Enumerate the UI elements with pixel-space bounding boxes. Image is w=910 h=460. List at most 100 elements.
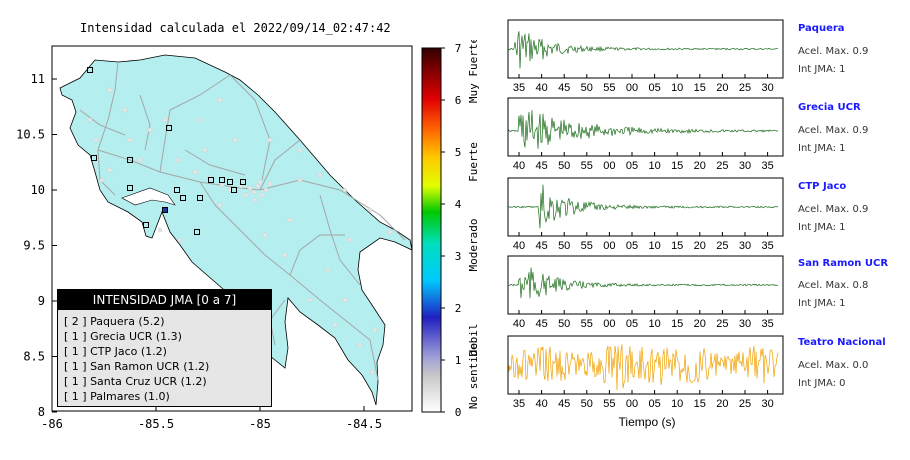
time-tick-label: 40 bbox=[513, 160, 525, 172]
colorbar-tick-label: 3 bbox=[455, 250, 462, 263]
time-tick-label: 35 bbox=[513, 398, 525, 410]
time-tick-label: 50 bbox=[558, 318, 570, 330]
latitude-tick-label: 10.5 bbox=[16, 128, 45, 142]
waveform-station-name: Paquera bbox=[798, 23, 845, 34]
time-tick-label: 45 bbox=[558, 398, 570, 410]
legend-row: [ 1 ] San Ramon UCR (1.2) bbox=[64, 360, 210, 373]
station-marker bbox=[91, 155, 97, 161]
time-tick-label: 55 bbox=[603, 82, 615, 94]
time-tick-label: 10 bbox=[648, 318, 660, 330]
station-marker bbox=[87, 67, 93, 73]
time-tick-label: 40 bbox=[513, 318, 525, 330]
waveform-jma: Int JMA: 1 bbox=[798, 222, 846, 233]
time-tick-label: 15 bbox=[671, 318, 683, 330]
latitude-tick-label: 10 bbox=[31, 183, 45, 197]
time-tick-label: 05 bbox=[626, 318, 638, 330]
time-tick-label: 05 bbox=[626, 240, 638, 252]
station-marker bbox=[127, 157, 133, 163]
station-marker bbox=[194, 229, 200, 235]
time-tick-label: 10 bbox=[648, 160, 660, 172]
station-marker bbox=[174, 187, 180, 193]
time-tick-label: 50 bbox=[581, 82, 593, 94]
station-marker bbox=[162, 207, 168, 213]
station-marker bbox=[180, 195, 186, 201]
time-tick-label: 35 bbox=[513, 82, 525, 94]
time-tick-label: 20 bbox=[716, 398, 728, 410]
station-markers bbox=[87, 67, 246, 235]
time-tick-label: 15 bbox=[671, 160, 683, 172]
waveform-station-name: San Ramon UCR bbox=[798, 258, 889, 269]
time-tick-label: 00 bbox=[603, 318, 615, 330]
latitude-tick-label: 11 bbox=[31, 72, 45, 86]
waveform-station-name: Teatro Nacional bbox=[798, 337, 886, 348]
colorbar-tick-label: 4 bbox=[455, 198, 462, 211]
latitude-tick-label: 9 bbox=[38, 294, 45, 308]
longitude-tick-label: -85 bbox=[249, 417, 271, 431]
waveform-accel: Acel. Max. 0.9 bbox=[798, 125, 869, 136]
waveform-station-name: Grecia UCR bbox=[798, 102, 861, 113]
time-tick-label: 55 bbox=[603, 398, 615, 410]
time-tick-label: 25 bbox=[716, 318, 728, 330]
longitude-ticks: -86-85.5-85-84.5-84-83.5-83 bbox=[41, 406, 382, 431]
waveform-station-name: CTP Jaco bbox=[798, 181, 847, 192]
colorbar-tick-label: 0 bbox=[455, 406, 462, 419]
time-tick-label: 45 bbox=[535, 240, 547, 252]
time-tick-label: 00 bbox=[626, 398, 638, 410]
time-tick-label: 40 bbox=[535, 82, 547, 94]
time-tick-label: 15 bbox=[671, 240, 683, 252]
time-tick-label: 50 bbox=[558, 160, 570, 172]
time-tick-label: 30 bbox=[761, 398, 773, 410]
waveform-trace bbox=[508, 110, 779, 149]
station-marker bbox=[219, 177, 225, 183]
station-marker bbox=[227, 179, 233, 185]
time-tick-label: 10 bbox=[671, 82, 683, 94]
time-tick-label: 05 bbox=[648, 398, 660, 410]
waveform-jma: Int JMA: 1 bbox=[798, 64, 846, 75]
legend-row: [ 1 ] Palmares (1.0) bbox=[64, 390, 170, 403]
waveform-accel: Acel. Max. 0.9 bbox=[798, 46, 869, 57]
time-tick-label: 15 bbox=[694, 82, 706, 94]
intensity-class-label: Muy Fuerte bbox=[467, 40, 480, 103]
longitude-tick-label: -84.5 bbox=[346, 417, 382, 431]
city-points bbox=[87, 87, 393, 375]
waveform-accel: Acel. Max. 0.9 bbox=[798, 204, 869, 215]
time-tick-label: 30 bbox=[739, 240, 751, 252]
road-network bbox=[79, 61, 406, 381]
time-tick-label: 10 bbox=[648, 240, 660, 252]
colorbar-tick-label: 7 bbox=[455, 42, 462, 55]
time-tick-label: 35 bbox=[761, 240, 773, 252]
colorbar-ticks: 7 6 5 4 3 2 1 0 bbox=[441, 42, 462, 419]
time-tick-label: 50 bbox=[558, 240, 570, 252]
time-tick-label: 20 bbox=[716, 82, 728, 94]
time-tick-label: 55 bbox=[581, 160, 593, 172]
time-tick-label: 00 bbox=[603, 240, 615, 252]
time-tick-label: 05 bbox=[648, 82, 660, 94]
time-tick-label: 50 bbox=[581, 398, 593, 410]
legend-row: [ 1 ] CTP Jaco (1.2) bbox=[64, 345, 167, 358]
time-tick-label: 45 bbox=[535, 160, 547, 172]
latitude-tick-label: 9.5 bbox=[23, 239, 45, 253]
waveform-jma: Int JMA: 1 bbox=[798, 143, 846, 154]
costa-rica-landmass bbox=[59, 54, 413, 406]
colorbar-tick-label: 5 bbox=[455, 146, 462, 159]
intensity-class-label: Fuerte bbox=[467, 142, 480, 182]
time-tick-label: 35 bbox=[761, 160, 773, 172]
station-marker bbox=[166, 125, 172, 131]
time-tick-label: 20 bbox=[694, 318, 706, 330]
map-title: Intensidad calculada el 2022/09/14_02:47… bbox=[80, 21, 391, 35]
station-marker bbox=[231, 187, 237, 193]
intensity-class-label: Debil bbox=[467, 323, 480, 356]
time-tick-label: 30 bbox=[739, 318, 751, 330]
longitude-tick-label: -86 bbox=[41, 417, 63, 431]
intensity-legend: INTENSIDAD JMA [0 a 7] [ 2 ] Paquera (5.… bbox=[57, 289, 272, 407]
legend-row: [ 2 ] Paquera (5.2) bbox=[64, 315, 165, 328]
colorbar-scale bbox=[421, 47, 442, 413]
time-tick-label: 10 bbox=[671, 398, 683, 410]
time-tick-label: 00 bbox=[603, 160, 615, 172]
time-tick-label: 45 bbox=[535, 318, 547, 330]
time-axis-label: Tiempo (s) bbox=[619, 415, 676, 429]
waveform-jma: Int JMA: 0 bbox=[798, 378, 846, 389]
time-tick-label: 55 bbox=[581, 318, 593, 330]
intensity-class-label: Moderado bbox=[467, 219, 480, 272]
